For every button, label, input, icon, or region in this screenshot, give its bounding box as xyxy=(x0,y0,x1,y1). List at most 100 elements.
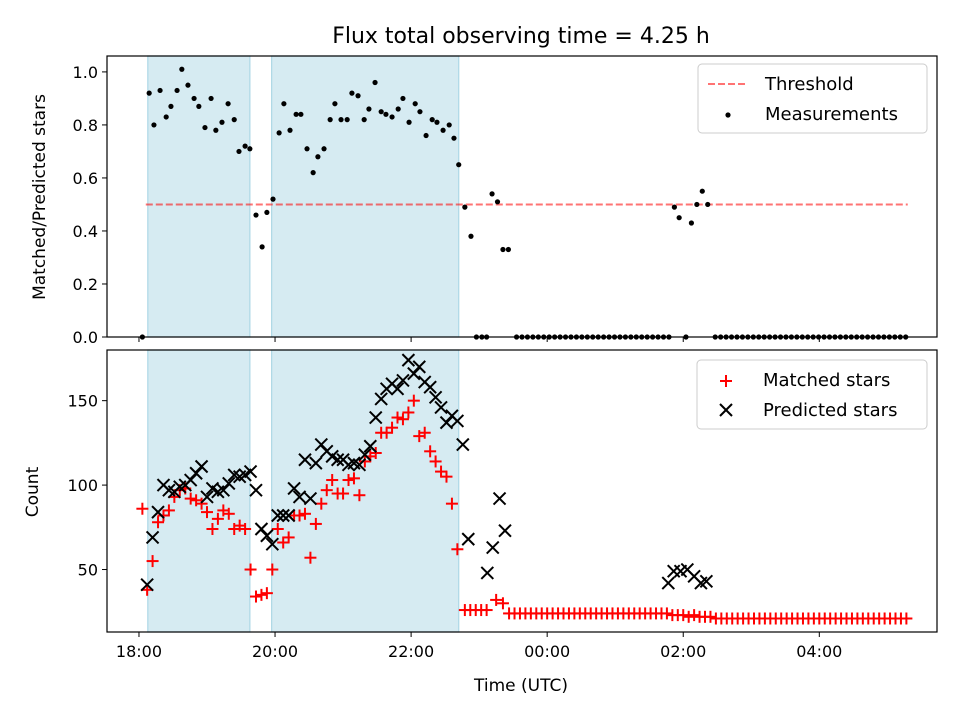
measurement-point xyxy=(355,93,361,99)
chart-title: Flux total observing time = 4.25 h xyxy=(332,24,710,49)
matched-stars-point xyxy=(396,413,409,426)
predicted-stars-point xyxy=(486,540,500,555)
predicted-stars-point xyxy=(194,459,209,474)
measurement-point xyxy=(406,119,412,125)
x-tick-label: 00:00 xyxy=(524,642,570,661)
top-legend-box xyxy=(697,63,928,134)
matched-stars-point xyxy=(424,445,437,458)
measurement-point xyxy=(400,95,406,102)
measurement-point xyxy=(276,130,282,136)
matched-stars-point xyxy=(402,406,415,419)
matched-stars-point xyxy=(369,447,382,460)
measurement-point xyxy=(236,148,242,155)
predicted-stars-point xyxy=(699,574,714,589)
top-legend: Threshold Measurements xyxy=(697,63,928,134)
predicted-stars-point xyxy=(461,532,475,546)
predicted-stars-point xyxy=(260,529,274,543)
measurement-point xyxy=(338,117,344,123)
predicted-stars-point xyxy=(222,476,236,491)
measurement-point xyxy=(378,109,384,115)
predicted-legend-label: Predicted stars xyxy=(763,400,897,421)
matched-stars-point xyxy=(380,426,393,439)
matched-stars-point xyxy=(184,492,197,505)
measurement-point xyxy=(157,87,163,94)
predicted-stars-point xyxy=(369,410,383,425)
measurement-point xyxy=(287,127,293,133)
measurements-legend-label: Measurements xyxy=(765,104,898,125)
matched-stars-point xyxy=(353,489,366,502)
measurement-point xyxy=(505,246,511,253)
measurement-point xyxy=(242,143,248,149)
matched-stars-point xyxy=(277,536,290,549)
matched-stars-point xyxy=(211,512,224,525)
predicted-stars-point xyxy=(271,508,285,523)
measurement-point xyxy=(259,244,265,250)
matched-stars-point xyxy=(704,610,717,623)
measurement-point xyxy=(423,132,429,139)
measurement-point xyxy=(366,106,372,112)
matched-stars-point xyxy=(435,465,448,478)
measurement-point xyxy=(429,117,435,123)
matched-stars-point xyxy=(358,455,371,468)
matched-stars-point xyxy=(445,497,458,510)
measurement-point xyxy=(293,111,299,117)
y-tick-label: 0.0 xyxy=(73,328,98,347)
matched-stars-point xyxy=(249,590,262,603)
matched-stars-point xyxy=(266,563,279,576)
matched-stars-point xyxy=(244,563,257,576)
matched-legend-label: Matched stars xyxy=(763,370,890,391)
measurement-point xyxy=(304,146,310,152)
predicted-stars-point xyxy=(243,464,258,479)
measurement-point xyxy=(146,90,152,96)
measurement-point xyxy=(349,90,355,96)
measurement-point xyxy=(298,111,304,117)
y-tick-label: 0.4 xyxy=(73,222,98,241)
predicted-stars-point xyxy=(480,566,495,580)
predicted-legend-marker xyxy=(719,403,733,417)
y-tick-label: 0.8 xyxy=(73,116,98,135)
matched-stars-point xyxy=(429,455,442,468)
top-panel: 0.0 0.2 0.4 0.6 0.8 1.0 Matched/Predicted sta… xyxy=(30,55,938,347)
matched-stars-point xyxy=(407,394,420,407)
matched-stars-point xyxy=(326,474,339,487)
x-tick-label: 20:00 xyxy=(252,642,298,661)
measurement-point xyxy=(174,87,180,94)
matched-stars-point xyxy=(480,604,493,617)
measurement-point xyxy=(440,127,446,133)
matched-stars-point xyxy=(271,522,284,535)
predicted-stars-point xyxy=(145,530,160,545)
matched-stars-point xyxy=(320,484,333,497)
measurement-point xyxy=(168,103,174,109)
measurement-point xyxy=(196,103,202,109)
predicted-stars-point xyxy=(492,491,507,506)
matched-stars-point xyxy=(688,609,701,622)
predicted-stars-point xyxy=(423,380,437,394)
measurement-point xyxy=(434,119,440,125)
bottom-panel-ylabel: Count xyxy=(23,466,43,517)
y-tick-label: 150 xyxy=(67,392,98,411)
observing-span xyxy=(147,55,251,338)
measurement-point xyxy=(179,66,185,72)
matched-stars-point xyxy=(440,470,453,483)
measurement-point xyxy=(500,246,506,253)
predicted-stars-point xyxy=(352,458,367,472)
threshold-legend-label: Threshold xyxy=(764,74,854,95)
predicted-stars-point xyxy=(396,373,410,388)
measurement-point xyxy=(344,117,350,123)
measurement-point xyxy=(699,188,705,194)
predicted-stars-point xyxy=(374,392,388,406)
matched-stars-point xyxy=(136,502,149,515)
matched-stars-point xyxy=(900,612,913,625)
measurement-point xyxy=(446,122,452,128)
measurement-point xyxy=(191,95,197,102)
measurement-point xyxy=(310,170,316,176)
measurement-point xyxy=(489,191,495,197)
measurement-point xyxy=(225,101,231,107)
observing-span xyxy=(147,349,251,633)
measurements-legend-marker xyxy=(725,112,731,118)
predicted-stars-point xyxy=(667,564,681,578)
measurement-point xyxy=(383,111,389,117)
matched-stars-point xyxy=(418,426,431,439)
predicted-stars-point xyxy=(390,382,405,396)
